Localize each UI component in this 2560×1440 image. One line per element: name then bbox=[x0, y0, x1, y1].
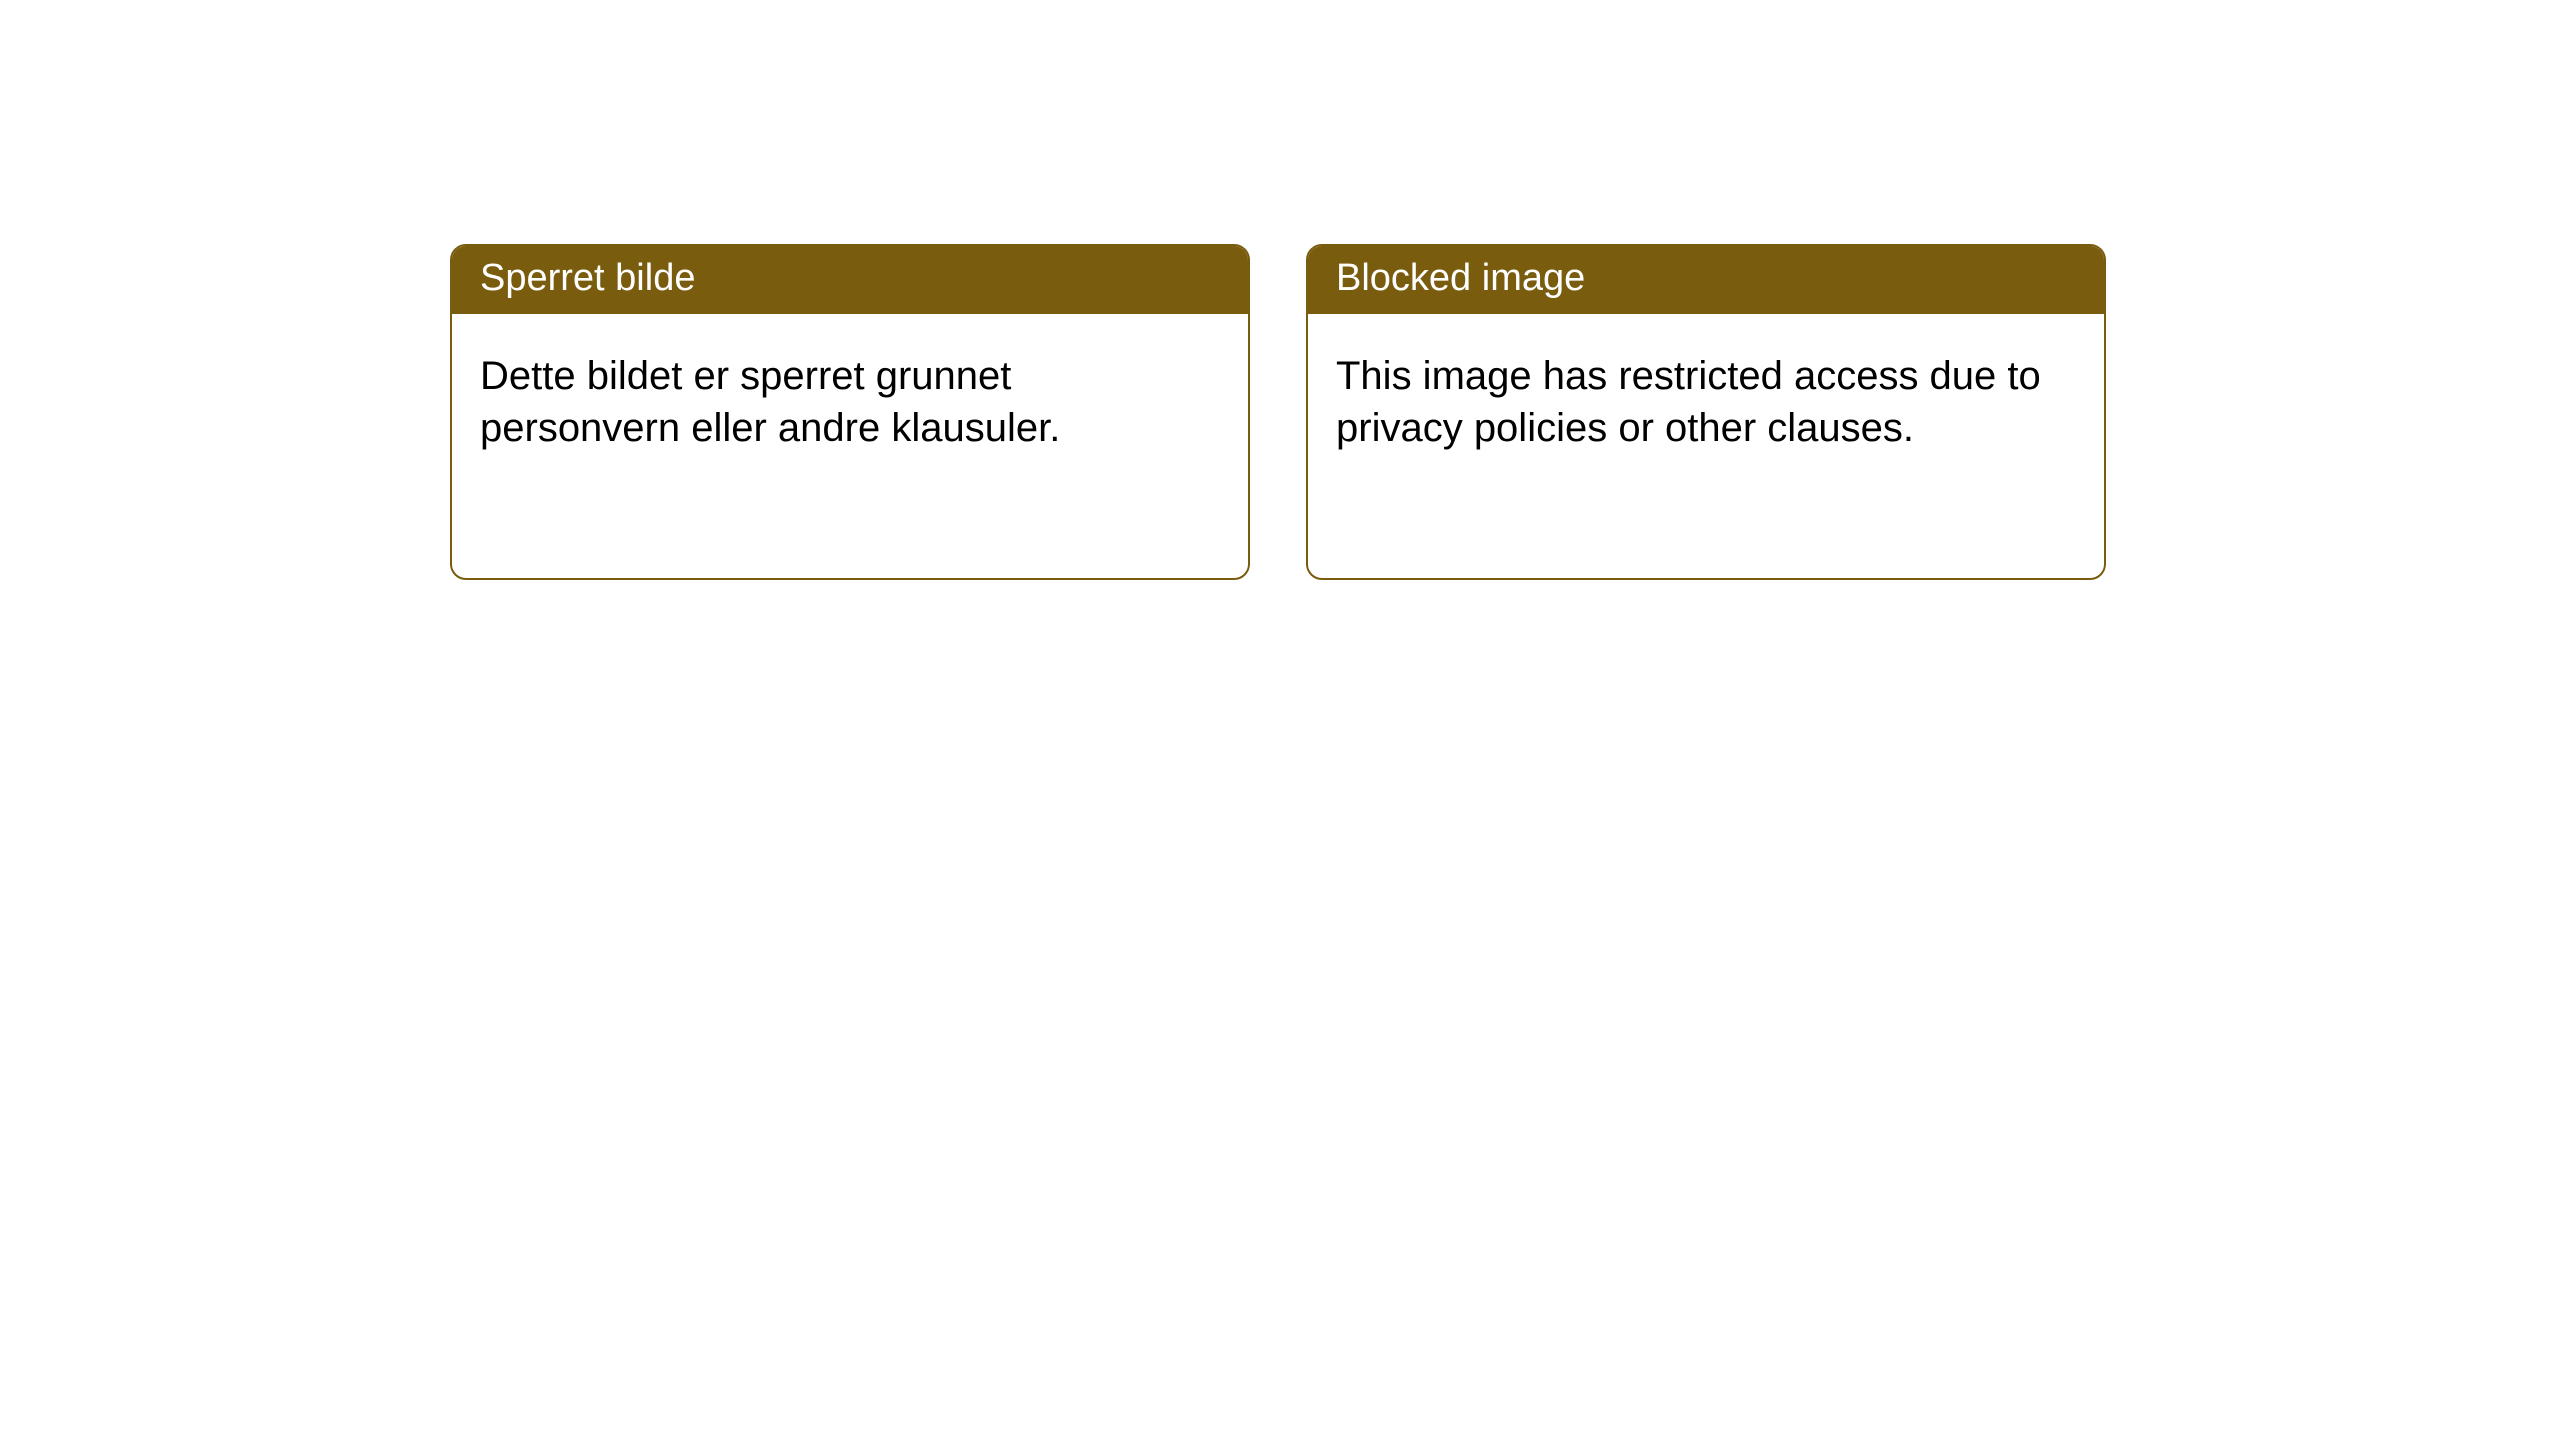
notice-card-norwegian: Sperret bilde Dette bildet er sperret gr… bbox=[450, 244, 1250, 580]
card-title: Sperret bilde bbox=[480, 257, 695, 299]
card-body-text: Dette bildet er sperret grunnet personve… bbox=[480, 354, 1060, 451]
card-header: Blocked image bbox=[1308, 246, 2104, 314]
card-header: Sperret bilde bbox=[452, 246, 1248, 314]
card-body-text: This image has restricted access due to … bbox=[1336, 354, 2041, 451]
notice-card-english: Blocked image This image has restricted … bbox=[1306, 244, 2106, 580]
card-title: Blocked image bbox=[1336, 257, 1585, 299]
notice-container: Sperret bilde Dette bildet er sperret gr… bbox=[0, 0, 2560, 580]
card-body: This image has restricted access due to … bbox=[1308, 314, 2104, 484]
card-body: Dette bildet er sperret grunnet personve… bbox=[452, 314, 1248, 484]
